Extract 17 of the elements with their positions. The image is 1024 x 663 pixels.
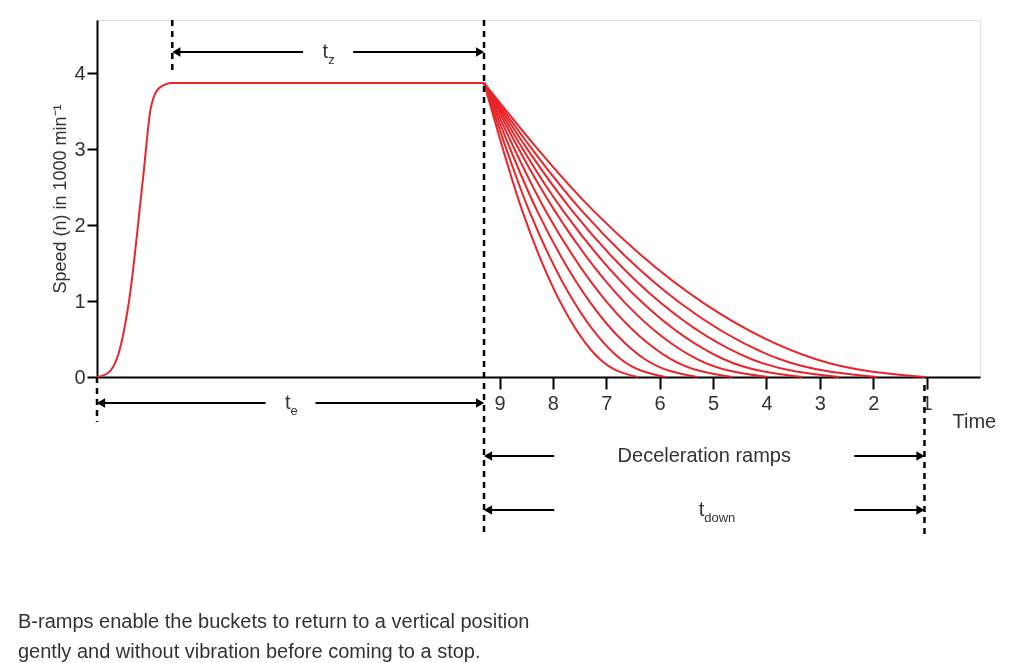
y-axis-title: Speed (n) in 1000 min⁻¹ [50, 104, 71, 294]
y-tick-label: 1 [74, 289, 86, 312]
y-tick-label: 3 [74, 137, 86, 160]
x-tick-label: 2 [868, 391, 880, 414]
x-tick-label: 3 [814, 391, 826, 414]
x-tick-label: 7 [601, 391, 613, 414]
x-tick-label: 4 [761, 391, 773, 414]
y-tick-label: 0 [74, 365, 86, 388]
text: Deceleration ramps [617, 444, 791, 466]
y-tick-label: 4 [74, 61, 86, 84]
x-tick-label: 6 [654, 391, 666, 414]
x-tick-label: 5 [708, 391, 720, 414]
y-tick-label: 2 [74, 213, 86, 236]
x-tick-label: 9 [494, 391, 506, 414]
x-axis-title: Time [952, 409, 997, 432]
x-tick-label: 8 [547, 391, 559, 414]
text: B-ramps enable the buckets to return to a vertical position gently and without vibration before coming to a stop. [18, 610, 530, 662]
